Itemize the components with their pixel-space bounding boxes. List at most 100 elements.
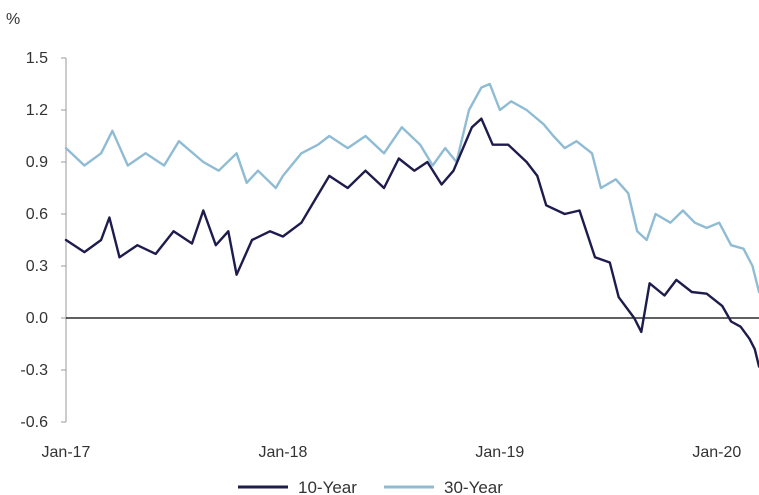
data-point <box>397 157 400 160</box>
data-point <box>400 126 403 129</box>
data-point <box>214 244 217 247</box>
data-point <box>742 247 745 250</box>
data-point <box>268 230 271 233</box>
data-point <box>111 129 114 132</box>
data-point <box>444 147 447 150</box>
data-point <box>328 135 331 137</box>
data-point <box>163 164 165 167</box>
data-point <box>675 278 678 281</box>
y-tick-label: 0.9 <box>26 154 48 171</box>
y-tick-label: 1.5 <box>26 50 48 67</box>
data-point <box>721 304 724 307</box>
y-tick-label: 0.0 <box>26 310 48 327</box>
data-point <box>452 169 455 172</box>
data-point <box>100 152 102 155</box>
data-point <box>491 143 494 146</box>
data-point <box>311 202 314 205</box>
data-point <box>144 152 147 155</box>
data-point <box>217 169 220 172</box>
data-point <box>510 100 513 103</box>
data-point <box>545 204 548 207</box>
data-point <box>682 209 684 212</box>
data-point <box>648 282 651 285</box>
data-point <box>705 226 708 229</box>
data-point <box>191 242 193 245</box>
data-point <box>730 320 732 323</box>
legend-label: 10-Year <box>298 478 357 495</box>
y-tick-label: -0.6 <box>20 414 48 431</box>
data-point <box>202 161 205 163</box>
data-point <box>663 294 666 297</box>
data-point <box>751 265 754 267</box>
data-point <box>498 109 501 111</box>
data-point <box>245 181 248 184</box>
data-point <box>383 187 385 189</box>
y-tick-label: 0.3 <box>26 258 48 275</box>
data-point <box>693 221 696 224</box>
data-point <box>591 152 593 155</box>
data-point <box>636 230 639 233</box>
data-point <box>525 161 528 163</box>
y-tick-label: 0.6 <box>26 206 48 223</box>
data-point <box>542 122 545 125</box>
data-point <box>126 164 129 167</box>
data-point <box>235 273 238 276</box>
data-point <box>563 213 566 215</box>
data-point <box>65 239 67 241</box>
data-point <box>426 161 429 163</box>
x-tick-label: Jan-17 <box>42 444 91 461</box>
data-point <box>578 209 581 212</box>
data-point <box>317 143 319 146</box>
data-point <box>251 239 253 241</box>
data-point <box>419 143 422 146</box>
data-point <box>364 135 367 137</box>
x-tick-label: Jan-20 <box>692 444 741 461</box>
data-point <box>83 251 86 254</box>
data-point <box>617 296 620 299</box>
data-point <box>364 169 367 172</box>
data-point <box>575 140 578 143</box>
data-point <box>471 126 473 129</box>
data-point <box>136 244 139 247</box>
data-point <box>563 147 566 150</box>
data-point <box>300 221 303 224</box>
data-point <box>118 256 121 259</box>
data-point <box>440 183 443 186</box>
data-point <box>83 164 86 167</box>
data-point <box>525 109 528 111</box>
data-point <box>235 152 238 155</box>
data-point <box>328 174 331 177</box>
series-line-30-year <box>64 82 759 294</box>
data-point <box>739 325 742 328</box>
data-point <box>633 317 636 319</box>
series-line-10-year <box>64 117 759 368</box>
data-point <box>480 86 483 89</box>
data-point <box>645 239 648 241</box>
data-point <box>346 147 349 150</box>
data-point <box>300 152 303 155</box>
data-point <box>718 221 721 224</box>
data-point <box>627 192 630 195</box>
data-point <box>282 235 284 238</box>
data-point <box>507 143 510 146</box>
data-point <box>536 174 539 177</box>
y-axis: 1.5 1.2 0.9 0.6 0.3 0.0 -0.3 -0.6 <box>20 50 67 431</box>
data-point <box>108 216 111 219</box>
data-point <box>614 178 617 181</box>
data-point <box>100 239 102 241</box>
data-point <box>608 261 611 264</box>
data-point <box>257 169 259 172</box>
data-point <box>594 256 596 259</box>
data-point <box>172 230 175 233</box>
data-point <box>346 187 349 189</box>
data-point <box>669 221 672 224</box>
data-point <box>552 135 555 137</box>
legend: 10-Year 30-Year <box>238 478 503 495</box>
data-point <box>274 187 277 189</box>
data-point <box>690 291 693 293</box>
data-point <box>705 292 708 295</box>
x-tick-label: Jan-19 <box>475 444 524 461</box>
x-axis: Jan-17 Jan-18 Jan-19 Jan-20 <box>42 444 742 461</box>
data-point <box>730 244 732 247</box>
